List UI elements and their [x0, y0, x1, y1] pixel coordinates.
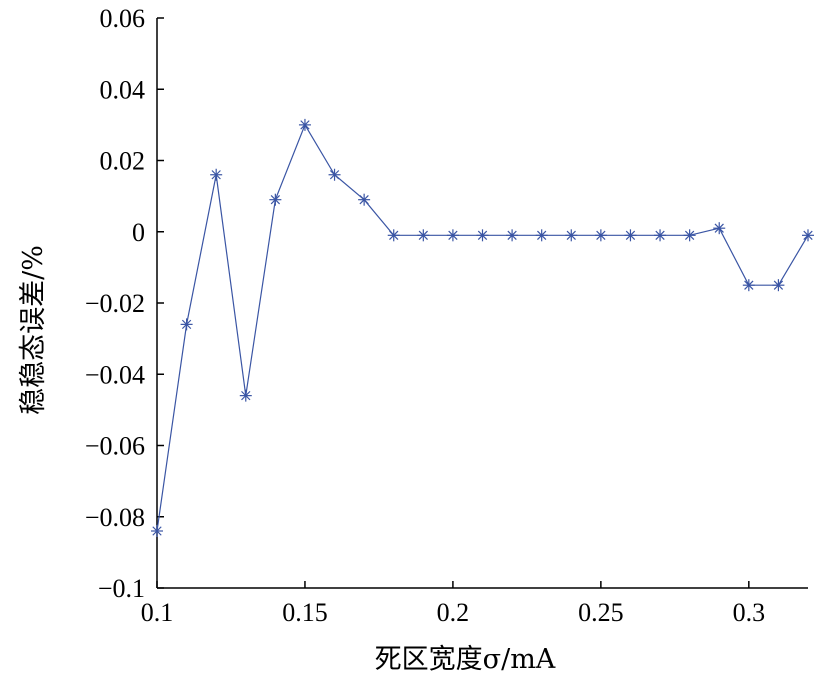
data-point [151, 525, 163, 537]
data-point [802, 229, 814, 242]
data-point [654, 229, 667, 242]
ticks: 0.060.040.020−0.02−0.04−0.06−0.08−0.10.1… [85, 4, 765, 627]
data-point [269, 193, 282, 206]
data-point [328, 168, 341, 181]
data-point [387, 229, 400, 242]
y-tick-label: 0.06 [100, 4, 146, 33]
y-tick-label: −0.06 [85, 432, 145, 461]
y-tick-label: 0.04 [100, 75, 146, 104]
y-axis-label: 稳稳态误差/% [18, 245, 49, 415]
data-point [594, 229, 607, 242]
data-point [506, 229, 519, 242]
x-tick-label: 0.3 [733, 598, 766, 627]
data-point [210, 168, 223, 181]
y-tick-label: −0.02 [85, 289, 145, 318]
x-tick-label: 0.1 [141, 598, 174, 627]
series-layer [151, 118, 814, 537]
x-tick-label: 0.25 [578, 598, 624, 627]
y-tick-label: 0.02 [100, 147, 146, 176]
data-point [239, 389, 252, 402]
data-point [180, 318, 193, 331]
data-point [683, 229, 696, 242]
data-point [446, 229, 459, 242]
x-axis-label: 死区宽度σ/mA [375, 644, 556, 675]
data-point [742, 279, 755, 292]
axes [156, 18, 808, 589]
data-point [624, 229, 637, 242]
data-point [535, 229, 548, 242]
data-point [476, 229, 489, 242]
data-point [713, 222, 726, 235]
series-line [156, 123, 809, 532]
data-point [772, 279, 785, 292]
data-point [565, 229, 578, 242]
data-point [417, 229, 430, 242]
data-point [358, 193, 371, 206]
x-tick-label: 0.2 [437, 598, 470, 627]
x-tick-label: 0.15 [282, 598, 328, 627]
y-tick-label: −0.1 [98, 574, 145, 603]
y-tick-label: −0.04 [85, 360, 145, 389]
y-tick-label: −0.08 [85, 503, 145, 532]
y-tick-label: 0 [132, 218, 145, 247]
data-point [298, 118, 311, 131]
